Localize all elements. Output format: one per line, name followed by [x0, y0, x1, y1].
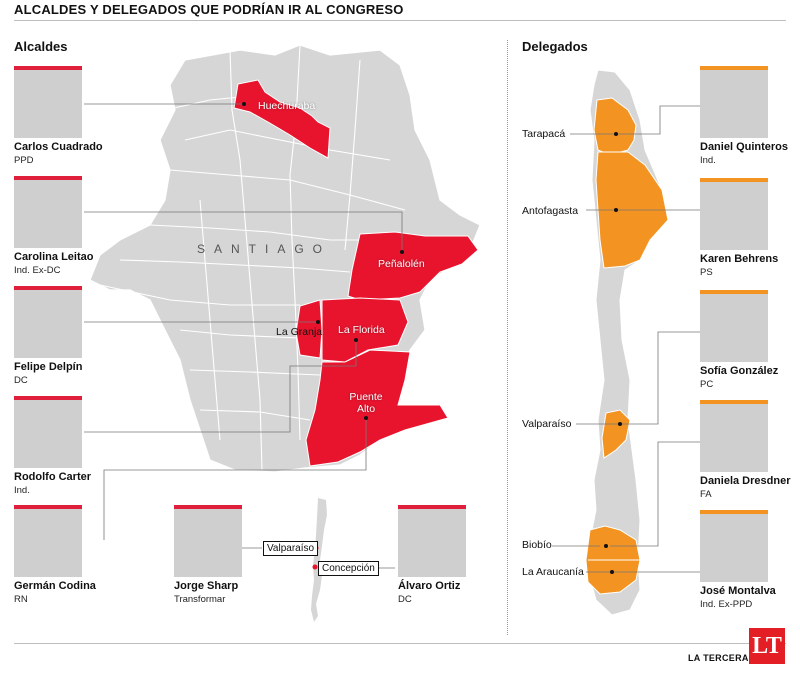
brand-name: LA TERCERA [688, 653, 749, 663]
person-party: Ind. Ex-PPD [700, 599, 753, 610]
person-name: Rodolfo Carter [14, 471, 91, 483]
portrait-photo [14, 509, 82, 577]
person-name: Daniela Dresdner [700, 475, 791, 487]
accent-bar [14, 66, 82, 70]
leader-lines [84, 103, 700, 573]
person-party: Ind. [700, 155, 716, 166]
person-name: Germán Codina [14, 580, 96, 592]
delegados-heading: Delegados [522, 39, 588, 54]
small-chile-map [311, 498, 327, 622]
portrait-photo [700, 70, 768, 138]
person-name: Sofía González [700, 365, 779, 377]
portrait-photo [14, 290, 82, 358]
accent-bar [398, 505, 466, 509]
santiago-map [89, 44, 481, 473]
la-tercera-logo: LT [749, 628, 785, 664]
portrait-photo [700, 294, 768, 362]
comuna-la-granja: La Granja [276, 326, 323, 338]
comuna-la-florida: La Florida [338, 324, 385, 336]
portrait-photo [700, 404, 768, 472]
person-party: FA [700, 489, 712, 500]
portrait-photo [700, 182, 768, 250]
alcaldes-heading: Alcaldes [14, 39, 68, 54]
accent-bar [700, 290, 768, 294]
mayor-card: Rodolfo Carter Ind. [14, 396, 134, 496]
portrait-photo [14, 70, 82, 138]
mayor-card: Carlos Cuadrado PPD [14, 66, 134, 166]
mayor-card: Felipe Delpín DC [14, 286, 134, 386]
person-party: RN [14, 594, 28, 605]
region-tarapaca: Tarapacá [522, 128, 566, 140]
person-party: Ind. Ex-DC [14, 265, 61, 276]
column-divider [507, 40, 508, 635]
delegate-card: Daniel Quinteros Ind. [700, 66, 800, 166]
person-name: Felipe Delpín [14, 361, 83, 373]
person-party: PC [700, 379, 714, 390]
region-valparaiso: Valparaíso [522, 418, 572, 430]
portrait-photo [14, 400, 82, 468]
portrait-photo [174, 509, 242, 577]
city-concepcion: Concepción [318, 561, 379, 576]
santiago-label: SANTIAGO [197, 242, 332, 256]
delegate-card: Sofía González PC [700, 290, 800, 390]
person-party: Ind. [14, 485, 30, 496]
person-party: DC [14, 375, 28, 386]
mayor-card: Carolina Leitao Ind. Ex-DC [14, 176, 134, 276]
person-party: PPD [14, 155, 34, 166]
comuna-puente-alto: Puente Alto [349, 391, 383, 415]
region-biobio: Biobío [522, 539, 552, 551]
mayor-card: Jorge Sharp Transformar [174, 505, 294, 605]
person-name: Carlos Cuadrado [14, 141, 103, 153]
portrait-photo [398, 509, 466, 577]
chile-map [585, 69, 669, 616]
portrait-photo [700, 514, 768, 582]
person-name: Daniel Quinteros [700, 141, 789, 153]
portrait-photo [14, 180, 82, 248]
bottom-divider [14, 643, 786, 644]
top-divider [14, 20, 786, 21]
accent-bar [14, 176, 82, 180]
person-name: Carolina Leitao [14, 251, 94, 263]
delegate-card: José Montalva Ind. Ex-PPD [700, 510, 800, 610]
person-name: Jorge Sharp [174, 580, 239, 592]
region-antofagasta: Antofagasta [522, 205, 579, 217]
mayor-card: Germán Codina RN [14, 505, 134, 605]
person-name: José Montalva [700, 585, 776, 597]
delegate-card: Karen Behrens PS [700, 178, 800, 278]
comuna-huechuraba: Huechuraba [258, 100, 316, 112]
accent-bar [14, 286, 82, 290]
person-name: Karen Behrens [700, 253, 779, 265]
delegate-card: Daniela Dresdner FA [700, 400, 800, 500]
accent-bar [14, 505, 82, 509]
person-party: DC [398, 594, 412, 605]
city-valparaiso: Valparaíso [263, 541, 319, 556]
mayor-card: Álvaro Ortiz DC [398, 505, 518, 605]
person-party: Transformar [174, 594, 226, 605]
comuna-penalolen: Peñalolén [378, 258, 425, 270]
region-araucania: La Araucanía [522, 566, 584, 578]
accent-bar [700, 66, 768, 70]
accent-bar [14, 396, 82, 400]
accent-bar [700, 178, 768, 182]
person-party: PS [700, 267, 713, 278]
person-name: Álvaro Ortiz [398, 580, 461, 592]
accent-bar [700, 510, 768, 514]
accent-bar [174, 505, 242, 509]
page-title: ALCALDES Y DELEGADOS QUE PODRÍAN IR AL C… [14, 2, 404, 17]
accent-bar [700, 400, 768, 404]
